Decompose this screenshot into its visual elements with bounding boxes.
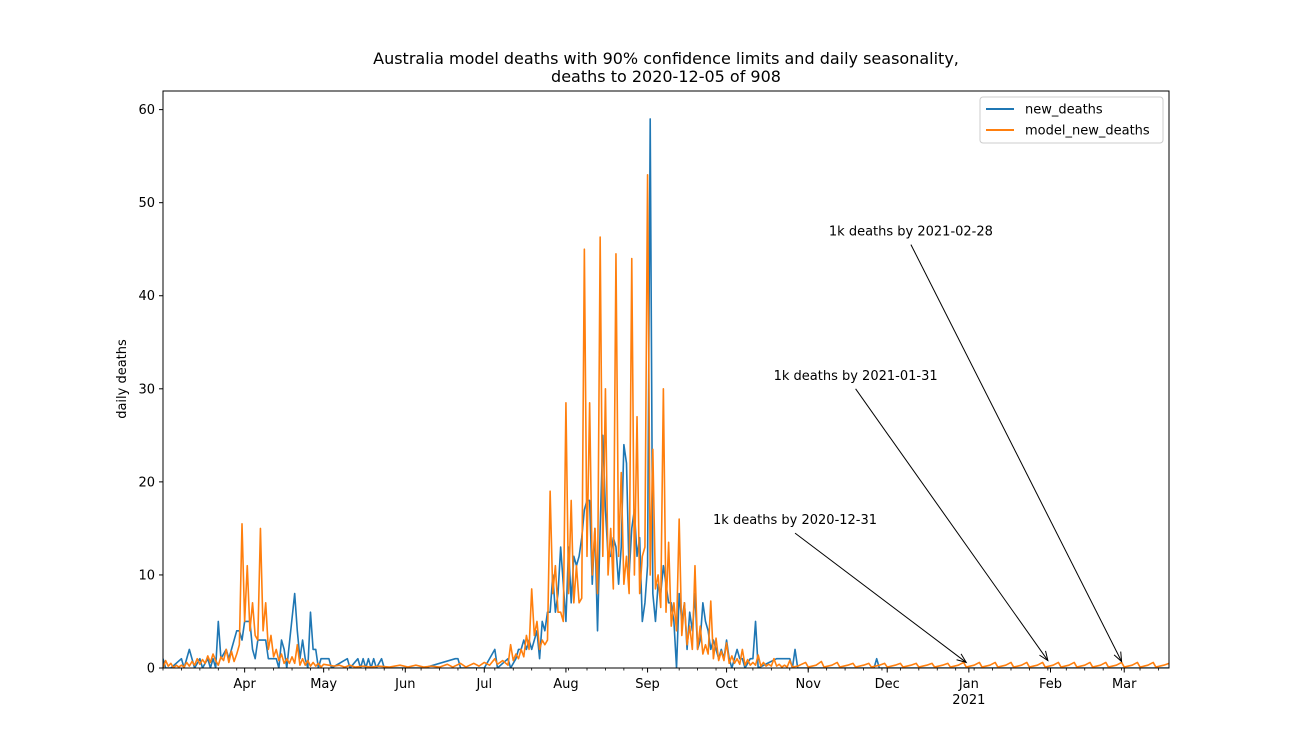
axes-frame [162, 90, 1170, 669]
chart-title-line-1: Australia model deaths with 90% confiden… [373, 49, 959, 68]
y-tick-label: 20 [138, 475, 155, 490]
plot-area: 0 10 20 30 40 50 60 Apr May Jun Jul Aug Sep Oct Nov Dec… [138, 90, 1170, 708]
annotation-label: 1k deaths by 2021-01-31 [774, 369, 938, 384]
x-tick-label: Jan [958, 677, 979, 692]
annotation-label: 1k deaths by 2020-12-31 [713, 513, 877, 528]
legend-label-model_new_deaths: model_new_deaths [1025, 124, 1150, 139]
y-axis-title: daily deaths [115, 339, 130, 419]
series-line-new_deaths [163, 118, 1169, 668]
annotation-arrow-line [855, 388, 1049, 661]
annotation-arrow-line [910, 244, 1123, 662]
x-tick-label: Sep [635, 677, 660, 692]
x-tick-label: Nov [796, 677, 822, 692]
annotation-label: 1k deaths by 2021-02-28 [829, 225, 993, 240]
chart-title: Australia model deaths with 90% confiden… [373, 49, 959, 86]
y-tick-label: 10 [138, 568, 155, 583]
x-tick-label: Aug [553, 677, 578, 692]
annotation-arrow-line [794, 532, 967, 663]
y-tick-label: 50 [138, 196, 155, 211]
annotation-arrow-head [1113, 651, 1123, 663]
x-tick-label: May [310, 677, 337, 692]
y-tick-label: 60 [138, 103, 155, 118]
x-tick-label: Dec [875, 677, 900, 692]
x-tick-label: Apr [233, 677, 256, 692]
series-line-model_new_deaths [163, 173, 1169, 668]
annotation-arrow-head [956, 653, 968, 664]
x-tick-label: Oct [715, 677, 737, 692]
legend-box [979, 96, 1164, 144]
x-tick-label: Mar [1112, 677, 1137, 692]
x-tick-year-label: 2021 [952, 693, 985, 708]
x-tick-label: Jul [475, 677, 492, 692]
x-tick-label: Feb [1039, 677, 1062, 692]
x-tick-label: Jun [394, 677, 415, 692]
legend-label-new_deaths: new_deaths [1025, 103, 1103, 118]
y-tick-label: 0 [147, 662, 155, 677]
y-tick-label: 30 [138, 382, 155, 397]
y-tick-label: 40 [138, 289, 155, 304]
annotation-arrow-head [1039, 650, 1049, 662]
chart-title-line-2: deaths to 2020-12-05 of 908 [551, 67, 781, 86]
